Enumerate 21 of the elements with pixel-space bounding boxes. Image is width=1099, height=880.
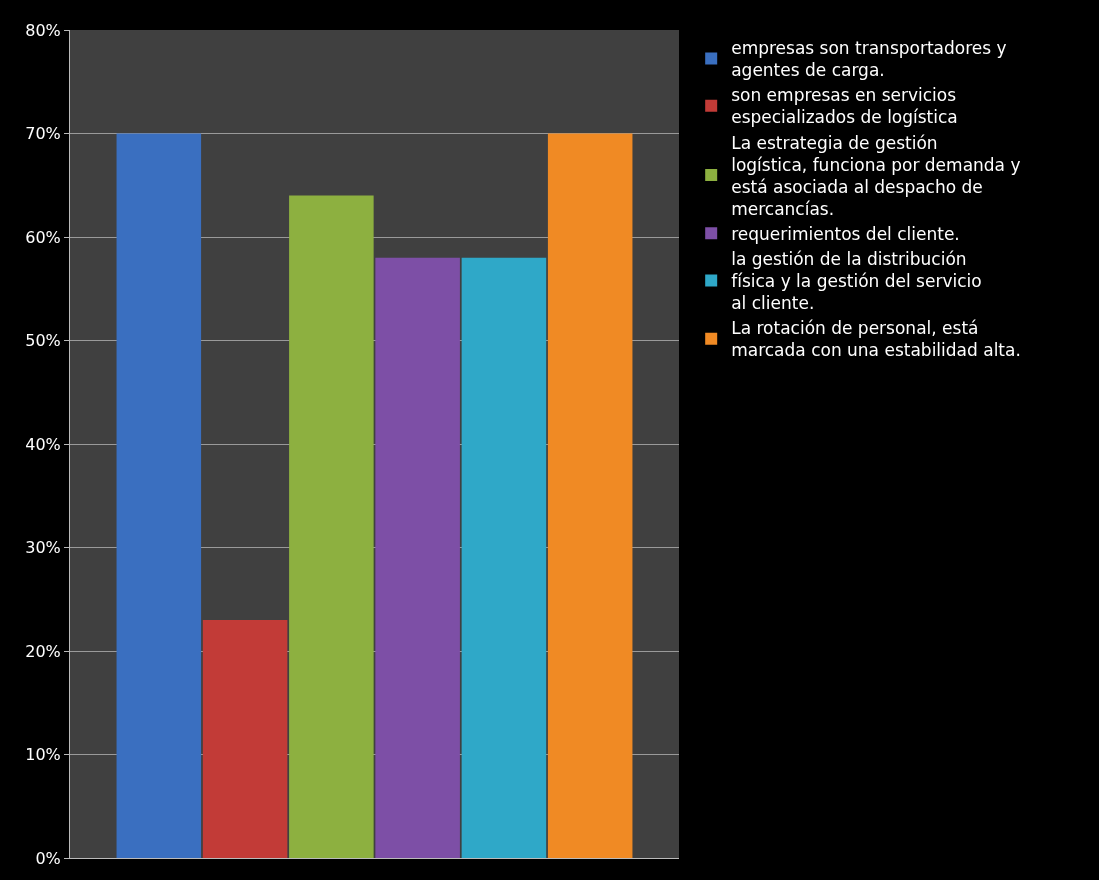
- legend-label: La estrategia de gestión logística, funciona por demanda y está asociada al despacho de mercancías.: [731, 132, 1021, 219]
- y-tick-label: 20%: [25, 641, 61, 661]
- legend-label: requerimientos del cliente.: [731, 223, 960, 244]
- legend-label: empresas son transportadores y agentes de carga.: [731, 38, 1007, 81]
- legend-label: son empresas en servicios especializados de logística: [731, 85, 958, 128]
- bar: [375, 257, 460, 858]
- y-tick-label: 60%: [25, 227, 61, 247]
- bar: [289, 195, 374, 858]
- bar: [202, 619, 288, 858]
- y-tick-label: 50%: [25, 331, 61, 351]
- y-tick-label: 30%: [25, 538, 61, 558]
- y-tick-label: 0%: [35, 848, 61, 868]
- bar: [547, 133, 633, 858]
- y-tick-label: 10%: [25, 745, 61, 765]
- bar: [461, 257, 547, 858]
- legend-label: La rotación de personal, está marcada con una estabilidad alta.: [731, 318, 1021, 361]
- y-tick-label: 40%: [25, 434, 61, 454]
- y-tick-label: 80%: [25, 20, 61, 40]
- y-tick-label: 70%: [25, 124, 61, 144]
- bar: [116, 133, 202, 858]
- legend-label: la gestión de la distribución física y la gestión del servicio al cliente.: [731, 249, 982, 314]
